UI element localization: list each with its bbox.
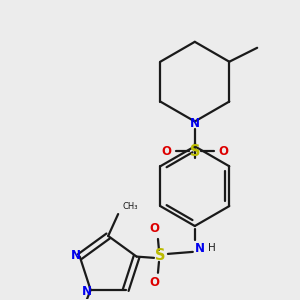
Text: O: O xyxy=(161,145,171,158)
Text: N: N xyxy=(71,249,81,262)
Text: N: N xyxy=(82,286,92,298)
Text: O: O xyxy=(219,145,229,158)
Text: N: N xyxy=(190,117,200,130)
Text: H: H xyxy=(208,243,216,253)
Text: O: O xyxy=(149,276,159,289)
Text: CH₃: CH₃ xyxy=(122,202,138,211)
Text: S: S xyxy=(190,144,200,159)
Text: N: N xyxy=(195,242,205,255)
Text: O: O xyxy=(149,223,159,236)
Text: S: S xyxy=(155,248,165,263)
